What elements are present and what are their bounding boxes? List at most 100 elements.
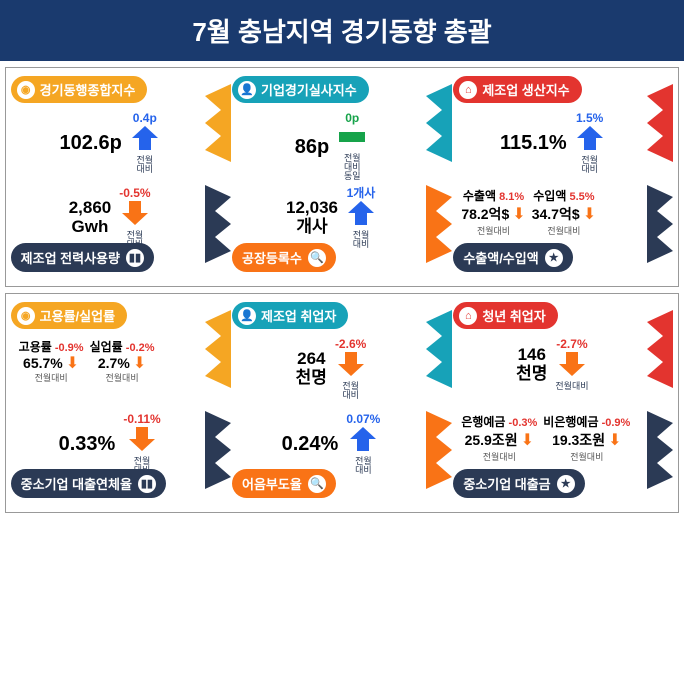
metric-cell: ⌂ 제조업 생산지수 115.1% 1.5% 전월대비 <box>453 76 673 171</box>
tag-icon: ◉ <box>17 307 35 325</box>
metric-value-box: 146천명 -2.7% 전월대비 <box>461 338 643 391</box>
page-title: 7월 충남지역 경기동향 총괄 <box>0 0 684 61</box>
tag-icon: ⌂ <box>459 81 477 99</box>
metric-delta: -0.5% <box>119 187 150 199</box>
trend-arrow-icon <box>557 365 587 382</box>
compare-label: 전월대비 <box>575 156 605 174</box>
tag-label: 어음부도율 <box>242 474 302 493</box>
tag-label: 중소기업 대출연체율 <box>21 474 132 493</box>
metric-tag: ◉ 고용률/실업률 <box>11 302 127 329</box>
metric-value: 0.24% <box>282 433 339 455</box>
metric-cell: ◉ 경기동행종합지수 102.6p 0.4p 전월대비 <box>11 76 231 171</box>
tag-label: 중소기업 대출금 <box>463 474 550 493</box>
metric-dual: 은행예금 -0.3% 25.9조원 ⬇ 전월대비 비은행예금 -0.9% 19.… <box>461 413 643 463</box>
metric-value: 12,036개사 <box>286 199 338 236</box>
tag-icon: 🔍 <box>308 475 326 493</box>
metric-delta: 1.5% <box>575 112 605 124</box>
metric-dual: 고용률 -0.9% 65.7% ⬇ 전월대비 실업률 -0.2% 2.7% ⬇ … <box>19 338 201 384</box>
trend-arrow-icon <box>348 440 378 457</box>
metric-cell: ◉ 고용률/실업률 고용률 -0.9% 65.7% ⬇ 전월대비 실업률 -0.2… <box>11 302 231 397</box>
metric-tag: 제조업 전력사용량 ▮▮ <box>11 243 154 272</box>
metric-value: 264천명 <box>296 350 327 387</box>
tag-label: 청년 취업자 <box>482 306 545 325</box>
tag-icon: 🔍 <box>308 249 326 267</box>
metric-value-box: 115.1% 1.5% 전월대비 <box>461 112 643 174</box>
tag-icon: ⌂ <box>459 307 477 325</box>
tag-icon: ▮▮ <box>126 249 144 267</box>
tag-label: 고용률/실업률 <box>40 306 115 325</box>
compare-label: 전월대비 <box>346 457 380 475</box>
metric-delta: -2.6% <box>335 338 366 350</box>
metric-tag: ⌂ 청년 취업자 <box>453 302 557 329</box>
metric-dual: 수출액 8.1% 78.2억$ ⬇ 전월대비 수입액 5.5% 34.7억$ ⬇… <box>461 187 643 237</box>
metric-cell: 은행예금 -0.3% 25.9조원 ⬇ 전월대비 비은행예금 -0.9% 19.… <box>453 403 673 498</box>
metric-tag: 중소기업 대출연체율 ▮▮ <box>11 469 166 498</box>
compare-label: 전월대비 <box>130 156 160 174</box>
metric-value: 102.6p <box>60 132 122 154</box>
trend-arrow-icon <box>337 137 367 154</box>
metric-delta: -0.11% <box>123 413 160 425</box>
metric-value-box: 2,860Gwh -0.5% 전월대비 <box>19 187 201 249</box>
metric-value-box: 12,036개사 1개사 전월대비 <box>240 187 422 249</box>
compare-label: 전월대비 <box>346 231 376 249</box>
metric-cell: 👤기업경기실사지수 86p 0p 전월대비동일 <box>232 76 452 171</box>
tag-label: 제조업 전력사용량 <box>21 248 120 267</box>
metric-cell: ⌂ 청년 취업자 146천명 -2.7% 전월대비 <box>453 302 673 397</box>
tag-label: 경기동행종합지수 <box>40 80 136 99</box>
trend-arrow-icon <box>575 139 605 156</box>
compare-label: 전월대비 <box>335 382 366 400</box>
metric-value: 2,860Gwh <box>69 199 112 236</box>
trend-arrow-icon <box>130 139 160 156</box>
metric-tag: 공장등록수 🔍 <box>232 243 336 272</box>
metric-tag: 👤 기업경기실사지수 <box>232 76 369 103</box>
trend-arrow-icon <box>336 365 366 382</box>
tag-icon: ▮▮ <box>138 475 156 493</box>
tag-label: 수출액/수입액 <box>463 248 538 267</box>
metric-value: 146천명 <box>516 346 547 383</box>
tag-icon: ★ <box>557 475 575 493</box>
metric-tag: ⌂ 제조업 생산지수 <box>453 76 581 103</box>
tag-icon: 👤 <box>238 81 256 99</box>
metric-value-box: 0.33% -0.11% 전월대비 <box>19 413 201 475</box>
metrics-row: ◉ 경기동행종합지수 102.6p 0.4p 전월대비 👤 기업경기실사지수 86p… <box>10 76 674 171</box>
metrics-section: ◉ 경기동행종합지수 102.6p 0.4p 전월대비 👤 기업경기실사지수 86p… <box>5 67 679 287</box>
metric-cell: 0.33% -0.11% 전월대비 중소기업 대출연체율 ▮▮ <box>11 403 231 498</box>
trend-arrow-icon <box>127 440 157 457</box>
tag-icon: 👤 <box>238 307 256 325</box>
metric-tag: 어음부도율 🔍 <box>232 469 336 498</box>
metrics-row: 2,860Gwh -0.5% 전월대비 제조업 전력사용량 ▮▮ 12,036개사… <box>10 177 674 272</box>
metric-delta: 0.07% <box>346 413 380 425</box>
metrics-row: 0.33% -0.11% 전월대비 중소기업 대출연체율 ▮▮ 0.24% 0.0… <box>10 403 674 498</box>
tag-label: 기업경기실사지수 <box>261 80 357 99</box>
metric-value: 0.33% <box>59 433 116 455</box>
metrics-section: ◉ 고용률/실업률 고용률 -0.9% 65.7% ⬇ 전월대비 실업률 -0.2… <box>5 293 679 513</box>
metrics-row: ◉ 고용률/실업률 고용률 -0.9% 65.7% ⬇ 전월대비 실업률 -0.2… <box>10 302 674 397</box>
metric-delta: 1개사 <box>346 187 376 199</box>
compare-label: 전월대비 <box>555 382 588 391</box>
metric-value-box: 264천명 -2.6% 전월대비 <box>240 338 422 400</box>
metric-tag: 👤 제조업 취업자 <box>232 302 348 329</box>
metric-cell: 2,860Gwh -0.5% 전월대비 제조업 전력사용량 ▮▮ <box>11 177 231 272</box>
metric-value: 86p <box>295 136 329 158</box>
metric-value: 115.1% <box>500 132 567 154</box>
metric-cell: 수출액 8.1% 78.2억$ ⬇ 전월대비 수입액 5.5% 34.7억$ ⬇… <box>453 177 673 272</box>
metric-cell: 👤 제조업 취업자 264천명 -2.6% 전월대비 <box>232 302 452 397</box>
tag-label: 제조업 취업자 <box>261 306 336 325</box>
metric-cell: 12,036개사 1개사 전월대비 공장등록수 🔍 <box>232 177 452 272</box>
metric-tag: 수출액/수입액 ★ <box>453 243 572 272</box>
tag-label: 제조업 생산지수 <box>482 80 569 99</box>
metric-delta: 0p <box>337 112 367 124</box>
metric-tag: ◉ 경기동행종합지수 <box>11 76 148 103</box>
trend-arrow-icon <box>120 214 150 231</box>
tag-icon: ◉ <box>17 81 35 99</box>
metric-cell: 0.24% 0.07% 전월대비 어음부도율 🔍 <box>232 403 452 498</box>
metric-delta: 0.4p <box>130 112 160 124</box>
metric-value-box: 86p 0p 전월대비동일 <box>240 112 422 181</box>
trend-arrow-icon <box>346 214 376 231</box>
metric-value-box: 102.6p 0.4p 전월대비 <box>19 112 201 174</box>
metric-delta: -2.7% <box>555 338 588 350</box>
metric-value-box: 0.24% 0.07% 전월대비 <box>240 413 422 475</box>
tag-icon: ★ <box>545 249 563 267</box>
tag-label: 공장등록수 <box>242 248 302 267</box>
metric-tag: 중소기업 대출금 ★ <box>453 469 584 498</box>
